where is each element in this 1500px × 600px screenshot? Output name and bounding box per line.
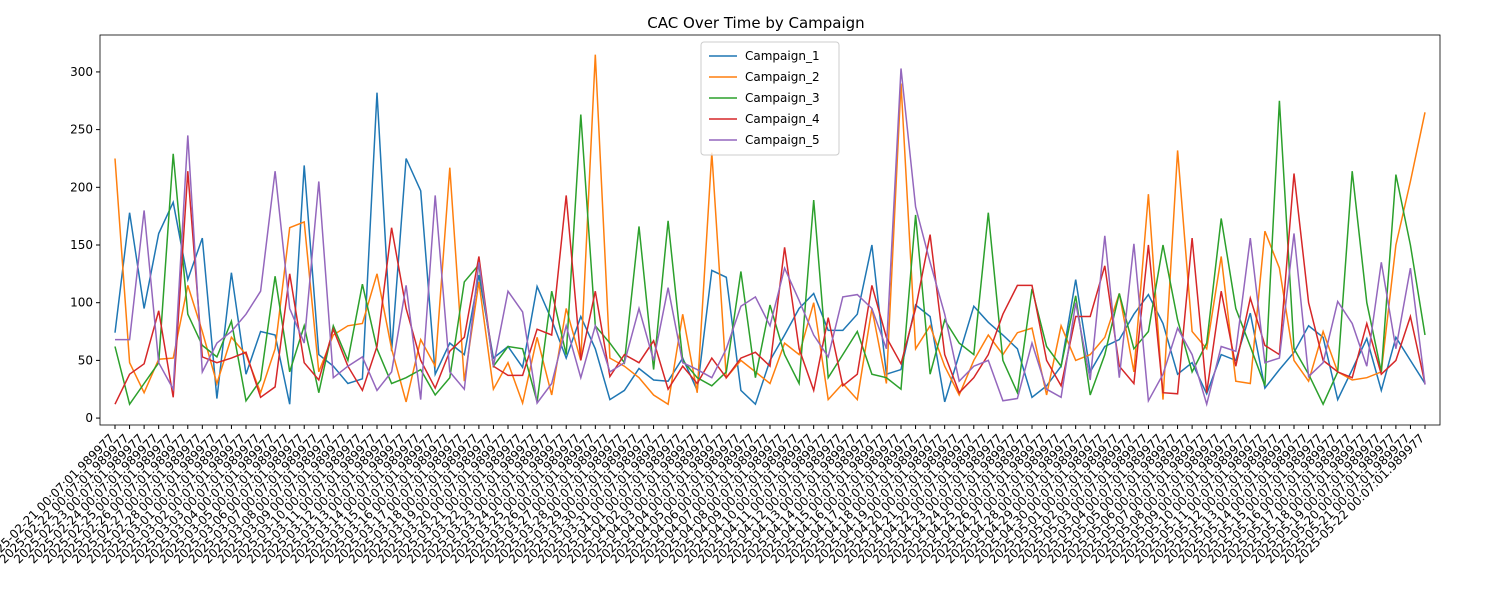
legend-box [700, 41, 840, 156]
y-tick-label: 150 [70, 238, 93, 252]
series-line [114, 100, 1426, 406]
legend-label: Campaign_3 [745, 91, 820, 105]
y-tick-label: 200 [70, 180, 93, 194]
legend-label: Campaign_4 [745, 112, 820, 126]
legend-label: Campaign_5 [745, 133, 820, 147]
series-line [115, 68, 1426, 408]
series-line [114, 171, 1426, 405]
y-tick-label: 100 [70, 296, 93, 310]
y-tick-label: 250 [70, 123, 93, 137]
y-tick-label: 300 [70, 65, 93, 79]
legend-label: Campaign_1 [745, 49, 820, 63]
y-tick-label: 50 [78, 353, 93, 367]
series-line [114, 54, 1426, 406]
chart-title: CAC Over Time by Campaign [647, 14, 864, 32]
legend-label: Campaign_2 [745, 70, 820, 84]
y-tick-label: 0 [85, 411, 93, 425]
